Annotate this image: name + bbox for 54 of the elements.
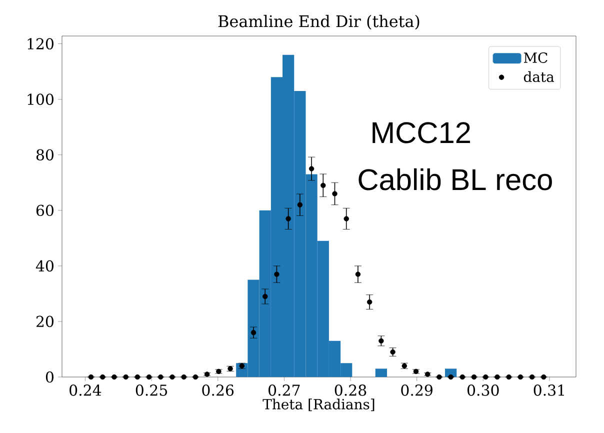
point [181,374,186,380]
chart-title: Beamline End Dir (theta) [218,14,420,30]
point [355,272,361,277]
y-tick-label: 60 [36,204,54,216]
y-tick-label: 120 [28,38,54,50]
x-tick-label: 0.31 [534,384,564,396]
point [170,374,175,380]
y-tick-label: 80 [36,149,54,161]
x-tick-label: 0.25 [136,384,168,396]
point [146,374,152,380]
y-tick-label: 20 [36,316,54,328]
y-tick-label: 100 [28,94,54,105]
point [460,374,466,380]
point [286,216,291,222]
y-tick-label: 0 [46,371,54,383]
y-tick-label: 40 [36,260,54,272]
x-tick-label: 0.28 [334,384,366,396]
x-tick-label: 0.26 [202,384,234,396]
point [494,374,500,380]
point [123,374,128,380]
point [134,374,140,380]
point [274,272,280,277]
point [88,374,94,380]
point [506,374,512,380]
point [332,191,338,196]
point [344,216,349,222]
point [471,374,477,380]
legend-label: MC [524,52,548,63]
point [448,374,454,380]
point [158,374,164,380]
point [320,182,326,188]
point [100,374,106,380]
point [250,330,256,336]
x-tick-label: 0.29 [401,384,432,396]
point [425,372,430,377]
point [518,374,524,380]
x-tick-label: 0.30 [468,384,499,396]
point [366,299,372,305]
point [529,374,535,380]
point [378,338,384,344]
point [262,294,268,300]
point [192,374,198,380]
point [297,202,303,208]
point [390,349,396,355]
annotation: MCC12 [372,122,470,144]
x-axis-title: Theta [Radians] [262,398,374,412]
x-tick-label: 0.27 [268,384,300,396]
annotation: Cablib BL reco [358,168,552,190]
point [308,166,314,172]
point [436,374,442,380]
x-tick-label: 0.24 [70,384,102,396]
legend-label: data [524,71,554,82]
point [483,374,488,380]
point [112,374,117,380]
